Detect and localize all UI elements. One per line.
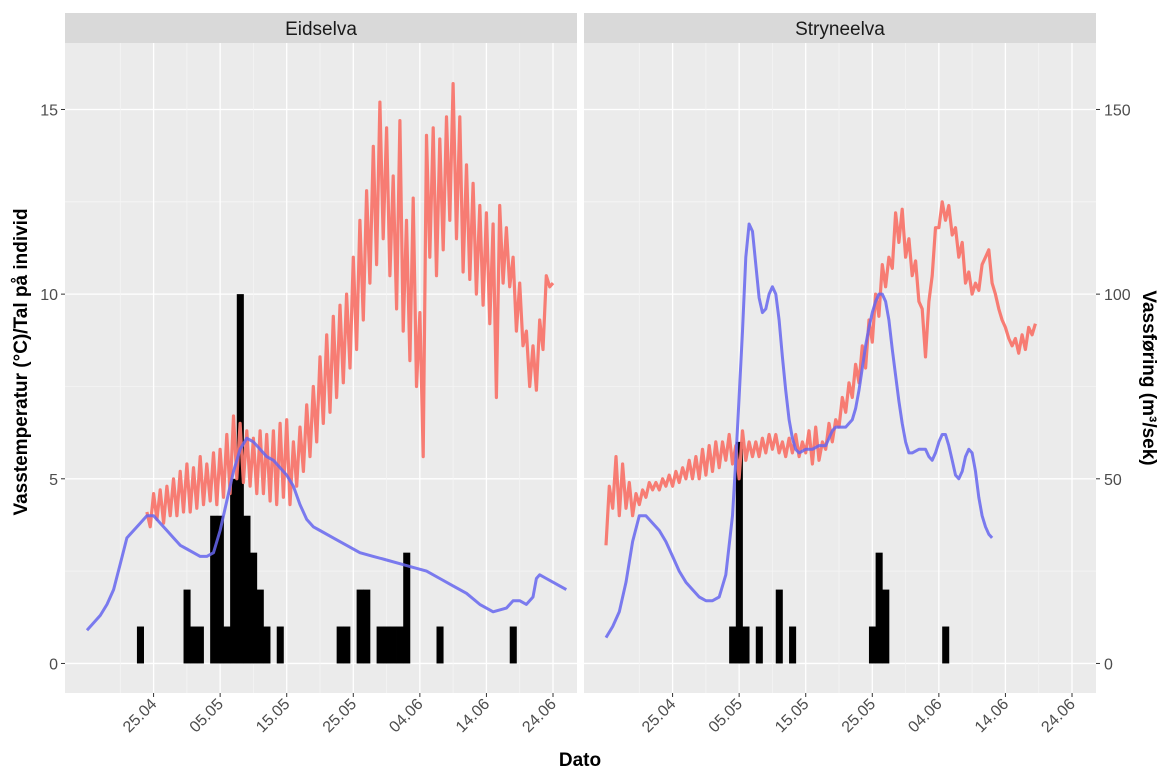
count-bar [336, 626, 344, 664]
count-bar [775, 589, 783, 664]
count-bar [196, 626, 204, 664]
count-bar [243, 515, 251, 664]
count-bar [230, 478, 238, 664]
count-bar [356, 589, 364, 664]
count-bar [216, 515, 224, 664]
count-bar [190, 626, 198, 664]
temperature-line [145, 81, 555, 529]
y-left-tick-label: 0 [49, 656, 58, 673]
count-bar [363, 589, 371, 664]
y-right-tick-label: 0 [1104, 656, 1113, 673]
discharge-line [85, 436, 568, 632]
count-bar [256, 589, 264, 664]
count-bar [223, 626, 231, 664]
y-right-tick-label: 100 [1104, 287, 1131, 304]
count-bar [396, 626, 404, 664]
facet-eidselva: Eidselva 25.04 05.05 15.05 25.05 04.06 14.06 24… [40, 13, 577, 736]
count-bar [250, 552, 258, 664]
count-bar [882, 589, 890, 664]
panel-background [584, 43, 1096, 693]
facet-strip [584, 13, 1096, 43]
facet-strip-label: Eidselva [285, 19, 357, 40]
facet-strip-label: Stryneelva [795, 19, 885, 40]
count-bar [942, 626, 950, 664]
y-left-tick-label: 15 [40, 102, 58, 119]
x-tick-label: 14.06 [972, 696, 1012, 736]
y-right-tick-label: 150 [1104, 102, 1131, 119]
x-tick-label: 25.05 [839, 696, 879, 736]
count-bar [276, 626, 284, 664]
x-tick-label: 14.06 [453, 696, 493, 736]
count-bar [735, 441, 743, 664]
count-bar [868, 626, 877, 664]
y-right-tick-label: 50 [1104, 472, 1122, 489]
x-tick-label: 25.05 [320, 696, 360, 736]
count-bar [875, 552, 883, 664]
x-axis-title: Dato [559, 750, 601, 770]
count-bar [389, 626, 397, 664]
discharge-line [604, 222, 994, 639]
count-bar [729, 626, 737, 664]
x-tick-label: 25.04 [120, 696, 160, 736]
facet-stryneelva: Stryneelva 25.04 05.05 15.05 25.05 04.06 14.06… [584, 13, 1131, 736]
count-bar [343, 626, 351, 664]
count-bar [136, 626, 144, 664]
x-tick-label: 25.04 [639, 696, 679, 736]
y-right-axis-title: Vassføring (m³/sek) [1138, 290, 1159, 465]
x-tick-label: 04.06 [905, 696, 945, 736]
y-left-tick-label: 10 [40, 287, 58, 304]
count-bar [755, 626, 763, 664]
x-tick-label: 24.06 [1038, 696, 1078, 736]
count-bar [789, 626, 797, 664]
count-bar [509, 626, 517, 664]
count-bar [383, 626, 391, 664]
x-tick-label: 05.05 [187, 696, 227, 736]
x-tick-label: 04.06 [386, 696, 426, 736]
temperature-line [604, 200, 1037, 546]
count-bar [376, 626, 384, 664]
count-bar [236, 294, 244, 664]
y-left-axis-title: Vasstemperatur (°C)/Tal på individ [11, 208, 32, 515]
count-bar [210, 515, 218, 664]
x-tick-label: 24.06 [519, 696, 559, 736]
x-tick-label: 05.05 [706, 696, 746, 736]
count-bar [436, 626, 444, 664]
count-bar [403, 552, 411, 664]
y-left-tick-label: 5 [49, 472, 58, 489]
count-bar [183, 589, 191, 664]
x-tick-label: 15.05 [253, 696, 293, 736]
x-tick-label: 15.05 [772, 696, 812, 736]
count-bar [263, 626, 271, 664]
facet-strip [65, 13, 577, 43]
count-bar [742, 626, 750, 664]
